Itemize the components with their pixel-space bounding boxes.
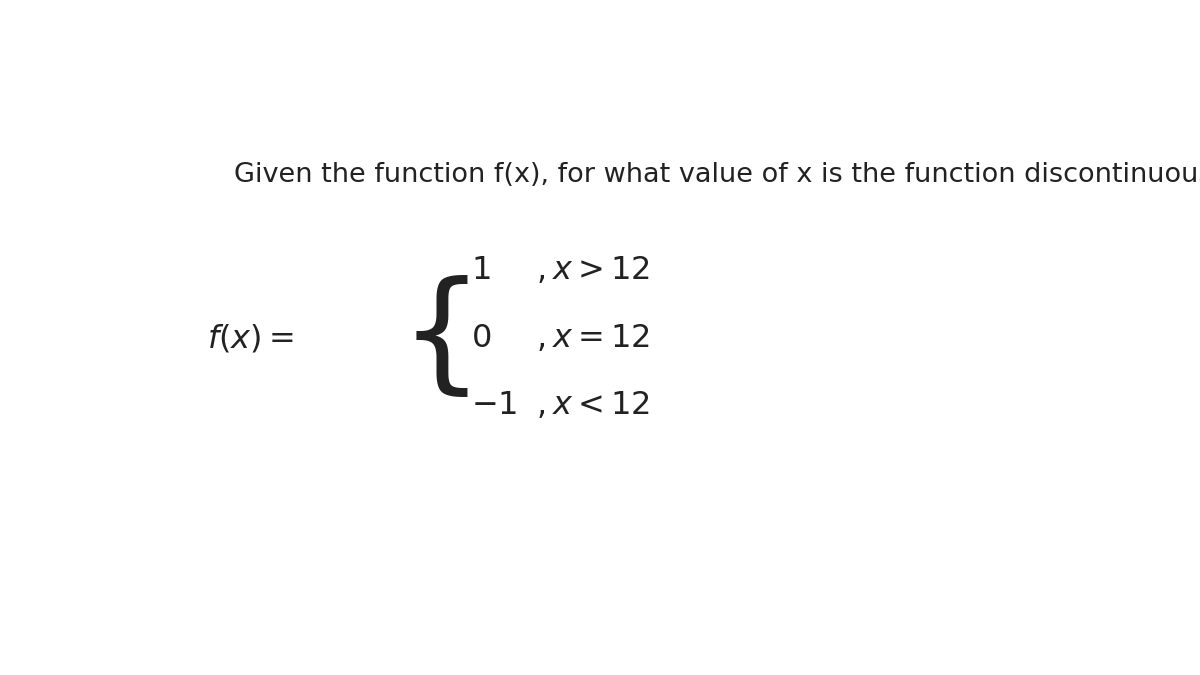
Text: Given the function f(x), for what value of x is the function discontinuous?: Given the function f(x), for what value … bbox=[234, 161, 1200, 188]
Text: $1$: $1$ bbox=[470, 255, 491, 286]
Text: $,x > 12$: $,x > 12$ bbox=[536, 255, 650, 286]
Text: $-1$: $-1$ bbox=[470, 390, 517, 421]
Text: $0$: $0$ bbox=[470, 323, 491, 354]
Text: $\{$: $\{$ bbox=[398, 275, 468, 402]
Text: $f(x) = $: $f(x) = $ bbox=[208, 322, 294, 354]
Text: $,x < 12$: $,x < 12$ bbox=[536, 390, 650, 421]
Text: $,x = 12$: $,x = 12$ bbox=[536, 323, 650, 354]
